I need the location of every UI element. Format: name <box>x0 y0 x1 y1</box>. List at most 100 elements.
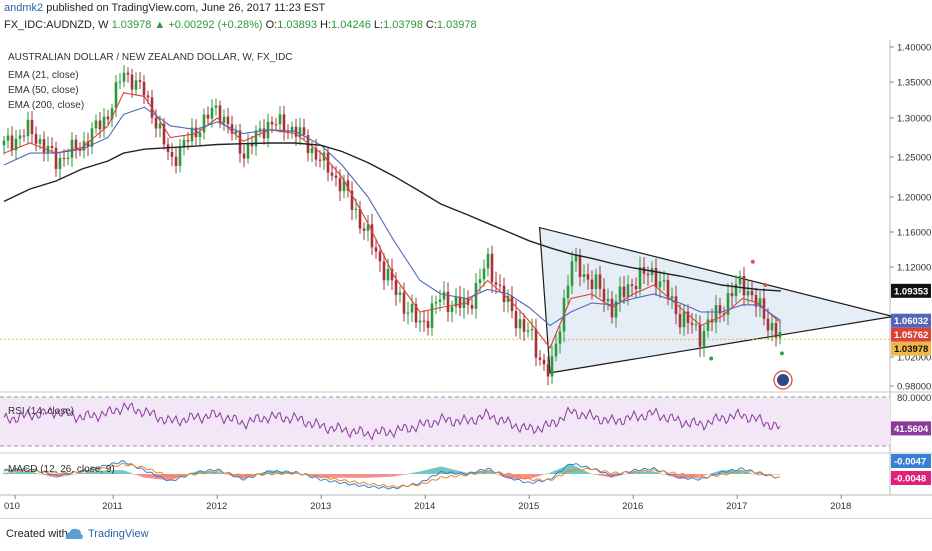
candle-body <box>438 299 442 302</box>
macd-histogram-bar <box>521 474 523 480</box>
macd-histogram-bar <box>5 472 7 474</box>
macd-histogram-bar <box>717 471 719 474</box>
candle-body <box>254 130 258 147</box>
macd-histogram-bar <box>235 474 237 477</box>
macd-histogram-bar <box>435 467 437 474</box>
candle-body <box>390 268 394 281</box>
macd-histogram-bar <box>169 474 171 481</box>
macd-histogram-bar <box>615 474 617 477</box>
candle-body <box>382 261 386 281</box>
macd-histogram-bar <box>41 474 43 475</box>
close-value: 1.03978 <box>436 19 477 31</box>
author-link[interactable]: andmk2 <box>4 2 44 14</box>
macd-histogram-bar <box>345 474 347 478</box>
price-tick-label: 1.02000 <box>897 353 931 364</box>
macd-histogram-bar <box>123 470 125 474</box>
candle-body <box>638 267 642 290</box>
candle-body <box>698 324 702 347</box>
macd-histogram-bar <box>601 474 603 476</box>
macd-histogram-bar <box>369 474 371 478</box>
macd-histogram-bar <box>425 470 427 474</box>
candle-body <box>174 156 178 167</box>
candle-body <box>530 329 534 331</box>
candle-body <box>514 311 518 329</box>
macd-histogram-bar <box>571 464 573 474</box>
macd-histogram-bar <box>711 473 713 474</box>
candle-body <box>558 331 562 344</box>
high-label: H: <box>320 19 332 31</box>
candle-body <box>554 343 558 357</box>
price-chart[interactable]: 80.0000 41.5604 -0.0047 -0.0048 1.40000 1.3… <box>0 0 932 518</box>
macd-histogram-bar <box>777 474 779 475</box>
macd-histogram-bar <box>139 474 141 477</box>
tradingview-brand-link[interactable]: TradingView <box>88 528 149 540</box>
candle-body <box>694 324 698 326</box>
macd-histogram-bar <box>779 473 781 475</box>
candle-body <box>334 175 338 178</box>
candle-body <box>314 148 318 160</box>
macd-histogram-bar <box>747 472 749 474</box>
candle-body <box>302 127 306 136</box>
macd-histogram-bar <box>295 472 297 474</box>
macd-histogram-bar <box>765 474 767 475</box>
macd-histogram-bar <box>245 474 247 479</box>
candle-body <box>194 127 198 138</box>
candle-body <box>126 72 130 75</box>
candle-body <box>146 95 150 98</box>
macd-histogram-bar <box>523 474 525 480</box>
macd-histogram-bar <box>17 472 19 474</box>
macd-histogram-bar <box>171 474 173 480</box>
macd-histogram-bar <box>527 474 529 480</box>
macd-histogram-bar <box>691 474 693 478</box>
macd-histogram-bar <box>339 474 341 478</box>
macd-histogram-bar <box>413 472 415 474</box>
macd-histogram-bar <box>565 465 567 474</box>
macd-histogram-bar <box>141 474 143 477</box>
price-tag-box <box>891 313 931 328</box>
macd-histogram-bar <box>207 471 209 474</box>
macd-histogram-bar <box>397 474 399 476</box>
macd-histogram-bar <box>39 473 41 475</box>
macd-histogram-bar <box>153 474 155 479</box>
macd-histogram-bar <box>73 474 75 475</box>
macd-histogram-bar <box>29 471 31 474</box>
time-tick-label: 2016 <box>622 501 643 512</box>
macd-histogram-bar <box>489 471 491 474</box>
macd-histogram-bar <box>421 470 423 474</box>
macd-histogram-bar <box>709 473 711 475</box>
candle-body <box>330 172 334 176</box>
macd-histogram-bar <box>647 471 649 474</box>
macd-histogram-bar <box>145 474 147 478</box>
macd-histogram-bar <box>355 474 357 478</box>
macd-histogram-bar <box>95 471 97 474</box>
macd-histogram-bar <box>347 474 349 478</box>
rsi-value-tag <box>891 421 931 436</box>
macd-histogram-bar <box>617 474 619 477</box>
candle-body <box>30 119 34 135</box>
macd-histogram-bar <box>319 474 321 478</box>
candle-body <box>750 290 754 296</box>
macd-histogram-bar <box>715 471 717 474</box>
macd-histogram-bar <box>433 468 435 474</box>
macd-histogram-bar <box>535 474 537 477</box>
macd-histogram-bar <box>509 474 511 480</box>
macd-histogram-bar <box>387 474 389 477</box>
time-tick-label: 2011 <box>102 501 122 512</box>
candle-body <box>418 320 422 323</box>
macd-histogram-bar <box>551 471 553 474</box>
macd-histogram-bar <box>607 474 609 477</box>
macd-histogram-bar <box>447 468 449 474</box>
macd-histogram-bar <box>757 474 759 476</box>
macd-histogram-bar <box>329 474 331 478</box>
candle-body <box>154 117 158 129</box>
macd-histogram-bar <box>31 471 33 474</box>
candle-body <box>186 140 190 142</box>
candle-body <box>70 139 74 158</box>
macd-histogram-bar <box>555 470 557 474</box>
macd-histogram-bar <box>431 468 433 474</box>
candle-body <box>98 120 102 130</box>
macd-histogram-bar <box>119 470 121 474</box>
macd-histogram-bar <box>381 474 383 478</box>
macd-histogram-bar <box>337 474 339 478</box>
candle-body <box>578 255 582 277</box>
